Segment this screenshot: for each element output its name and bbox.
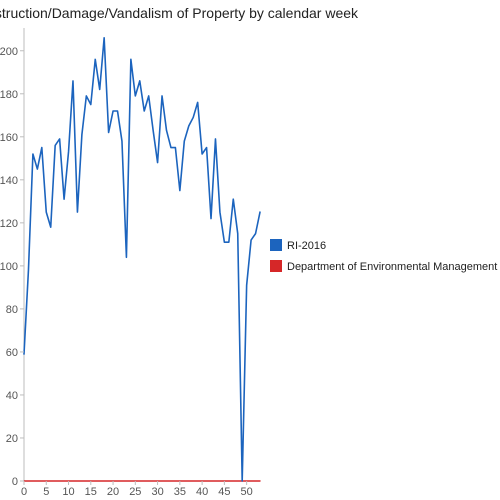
legend-label-2: Department of Environmental Management [287,261,497,273]
x-axis-ticks: 0 5 10 15 20 25 30 35 40 45 50 [21,481,253,498]
x-tick-label: 0 [21,486,27,498]
y-tick-label: 60 [6,347,18,359]
y-tick-label: 100 [0,261,18,273]
plot-area [23,28,261,482]
x-tick-label: 5 [43,486,49,498]
legend: RI-2016 Department of Environmental Manag… [270,239,497,273]
y-tick-label: 120 [0,218,18,230]
y-tick-label: 160 [0,132,18,144]
y-tick-label: 180 [0,89,18,101]
y-tick-label: 80 [6,304,18,316]
legend-swatch-2 [270,260,282,272]
series-line-1 [23,37,261,482]
x-tick-label: 35 [174,486,186,498]
y-tick-label: 20 [6,433,18,445]
y-tick-label: 140 [0,175,18,187]
x-tick-label: 45 [218,486,230,498]
x-tick-label: 30 [151,486,163,498]
chart-title: Destruction/Damage/Vandalism of Property… [0,5,359,21]
x-tick-label: 50 [241,486,253,498]
y-tick-label: 0 [12,476,18,488]
x-tick-label: 15 [85,486,97,498]
y-tick-label: 200 [0,46,18,58]
legend-swatch-1 [270,239,282,251]
legend-label-1: RI-2016 [287,240,326,252]
x-tick-label: 20 [107,486,119,498]
y-tick-label: 40 [6,390,18,402]
x-tick-label: 40 [196,486,208,498]
x-tick-label: 25 [129,486,141,498]
x-tick-label: 10 [62,486,74,498]
y-axis-ticks: 0 20 40 60 80 100 120 140 160 180 200 [0,46,24,488]
